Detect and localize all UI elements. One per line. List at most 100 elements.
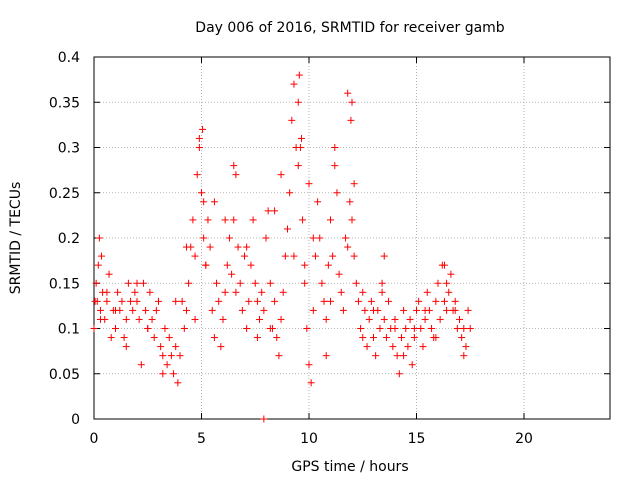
data-point	[350, 252, 358, 260]
data-point	[350, 180, 358, 188]
data-point	[204, 216, 212, 224]
data-point	[400, 306, 408, 314]
x-tick-label: 15	[408, 431, 426, 447]
data-point	[301, 279, 309, 287]
data-point	[464, 306, 472, 314]
data-point	[400, 352, 408, 360]
data-point	[230, 162, 238, 170]
data-point	[178, 297, 186, 305]
data-point	[200, 234, 208, 242]
data-point	[382, 334, 390, 342]
data-point	[376, 325, 384, 332]
data-point	[210, 334, 218, 342]
data-point	[129, 306, 137, 314]
data-point	[217, 343, 225, 351]
data-point	[167, 352, 175, 360]
data-point	[176, 352, 184, 360]
data-point	[200, 198, 208, 206]
data-point	[249, 216, 257, 224]
data-point	[290, 80, 298, 88]
data-point	[236, 279, 244, 287]
data-point	[137, 361, 145, 369]
data-point	[223, 261, 231, 269]
data-point	[413, 306, 420, 314]
data-point	[243, 325, 251, 332]
data-point	[135, 315, 143, 323]
data-point	[322, 315, 330, 323]
data-point	[354, 297, 362, 305]
data-point	[258, 288, 266, 296]
data-point	[103, 297, 111, 305]
data-point	[419, 343, 427, 351]
y-tick-label: 0.15	[49, 276, 80, 292]
data-point	[232, 171, 240, 179]
data-point	[339, 306, 347, 314]
data-point	[213, 279, 221, 287]
data-point	[172, 343, 180, 351]
data-point	[417, 325, 425, 332]
data-point	[451, 306, 459, 314]
data-point	[359, 334, 367, 342]
data-point	[185, 279, 193, 287]
data-point	[219, 315, 227, 323]
data-point	[357, 325, 365, 332]
data-point	[206, 243, 214, 251]
data-point	[165, 334, 173, 342]
x-axis-ticks: 0 5 10 15 20	[90, 57, 533, 447]
data-point	[297, 134, 305, 142]
data-point	[307, 379, 315, 387]
data-point	[428, 325, 436, 332]
data-point	[363, 343, 371, 351]
y-tick-label: 0.3	[58, 141, 80, 157]
data-point	[458, 334, 466, 342]
data-point	[170, 370, 178, 378]
data-point	[191, 252, 199, 260]
data-point	[320, 297, 328, 305]
data-point	[294, 98, 302, 106]
data-point	[264, 207, 272, 215]
data-point	[112, 325, 119, 332]
data-point	[436, 315, 444, 323]
data-point	[271, 207, 279, 215]
data-point	[253, 334, 261, 342]
data-point	[359, 288, 367, 296]
data-point	[144, 325, 152, 332]
grid-lines	[94, 57, 610, 419]
y-tick-label: 0.2	[58, 231, 80, 247]
data-point	[103, 288, 111, 296]
data-point	[208, 306, 216, 314]
data-point	[445, 288, 453, 296]
data-point	[266, 279, 274, 287]
data-point	[296, 144, 304, 151]
data-point	[260, 306, 268, 314]
data-point	[199, 125, 207, 133]
data-point	[260, 415, 268, 423]
data-point	[333, 189, 341, 197]
data-point	[172, 297, 180, 305]
data-point	[159, 370, 167, 378]
data-point	[161, 325, 169, 332]
data-point	[133, 297, 141, 305]
data-point	[221, 216, 229, 224]
data-point	[253, 297, 261, 305]
data-point	[410, 325, 418, 332]
data-point	[243, 243, 251, 251]
data-point	[148, 315, 156, 323]
data-point	[245, 297, 253, 305]
data-point	[443, 279, 451, 287]
data-point	[305, 361, 313, 369]
data-point	[389, 343, 397, 351]
data-point	[96, 315, 104, 323]
data-point	[98, 252, 106, 260]
data-point	[232, 288, 240, 296]
y-axis-ticks: 0 0.05 0.1 0.15 0.2 0.25 0.3 0.35 0.4	[49, 50, 610, 428]
data-point	[262, 234, 270, 242]
data-point	[380, 315, 388, 323]
data-point	[335, 270, 343, 278]
data-point	[95, 234, 103, 242]
data-point	[365, 315, 373, 323]
data-point	[92, 279, 100, 287]
data-point	[462, 343, 470, 351]
data-point	[421, 315, 429, 323]
